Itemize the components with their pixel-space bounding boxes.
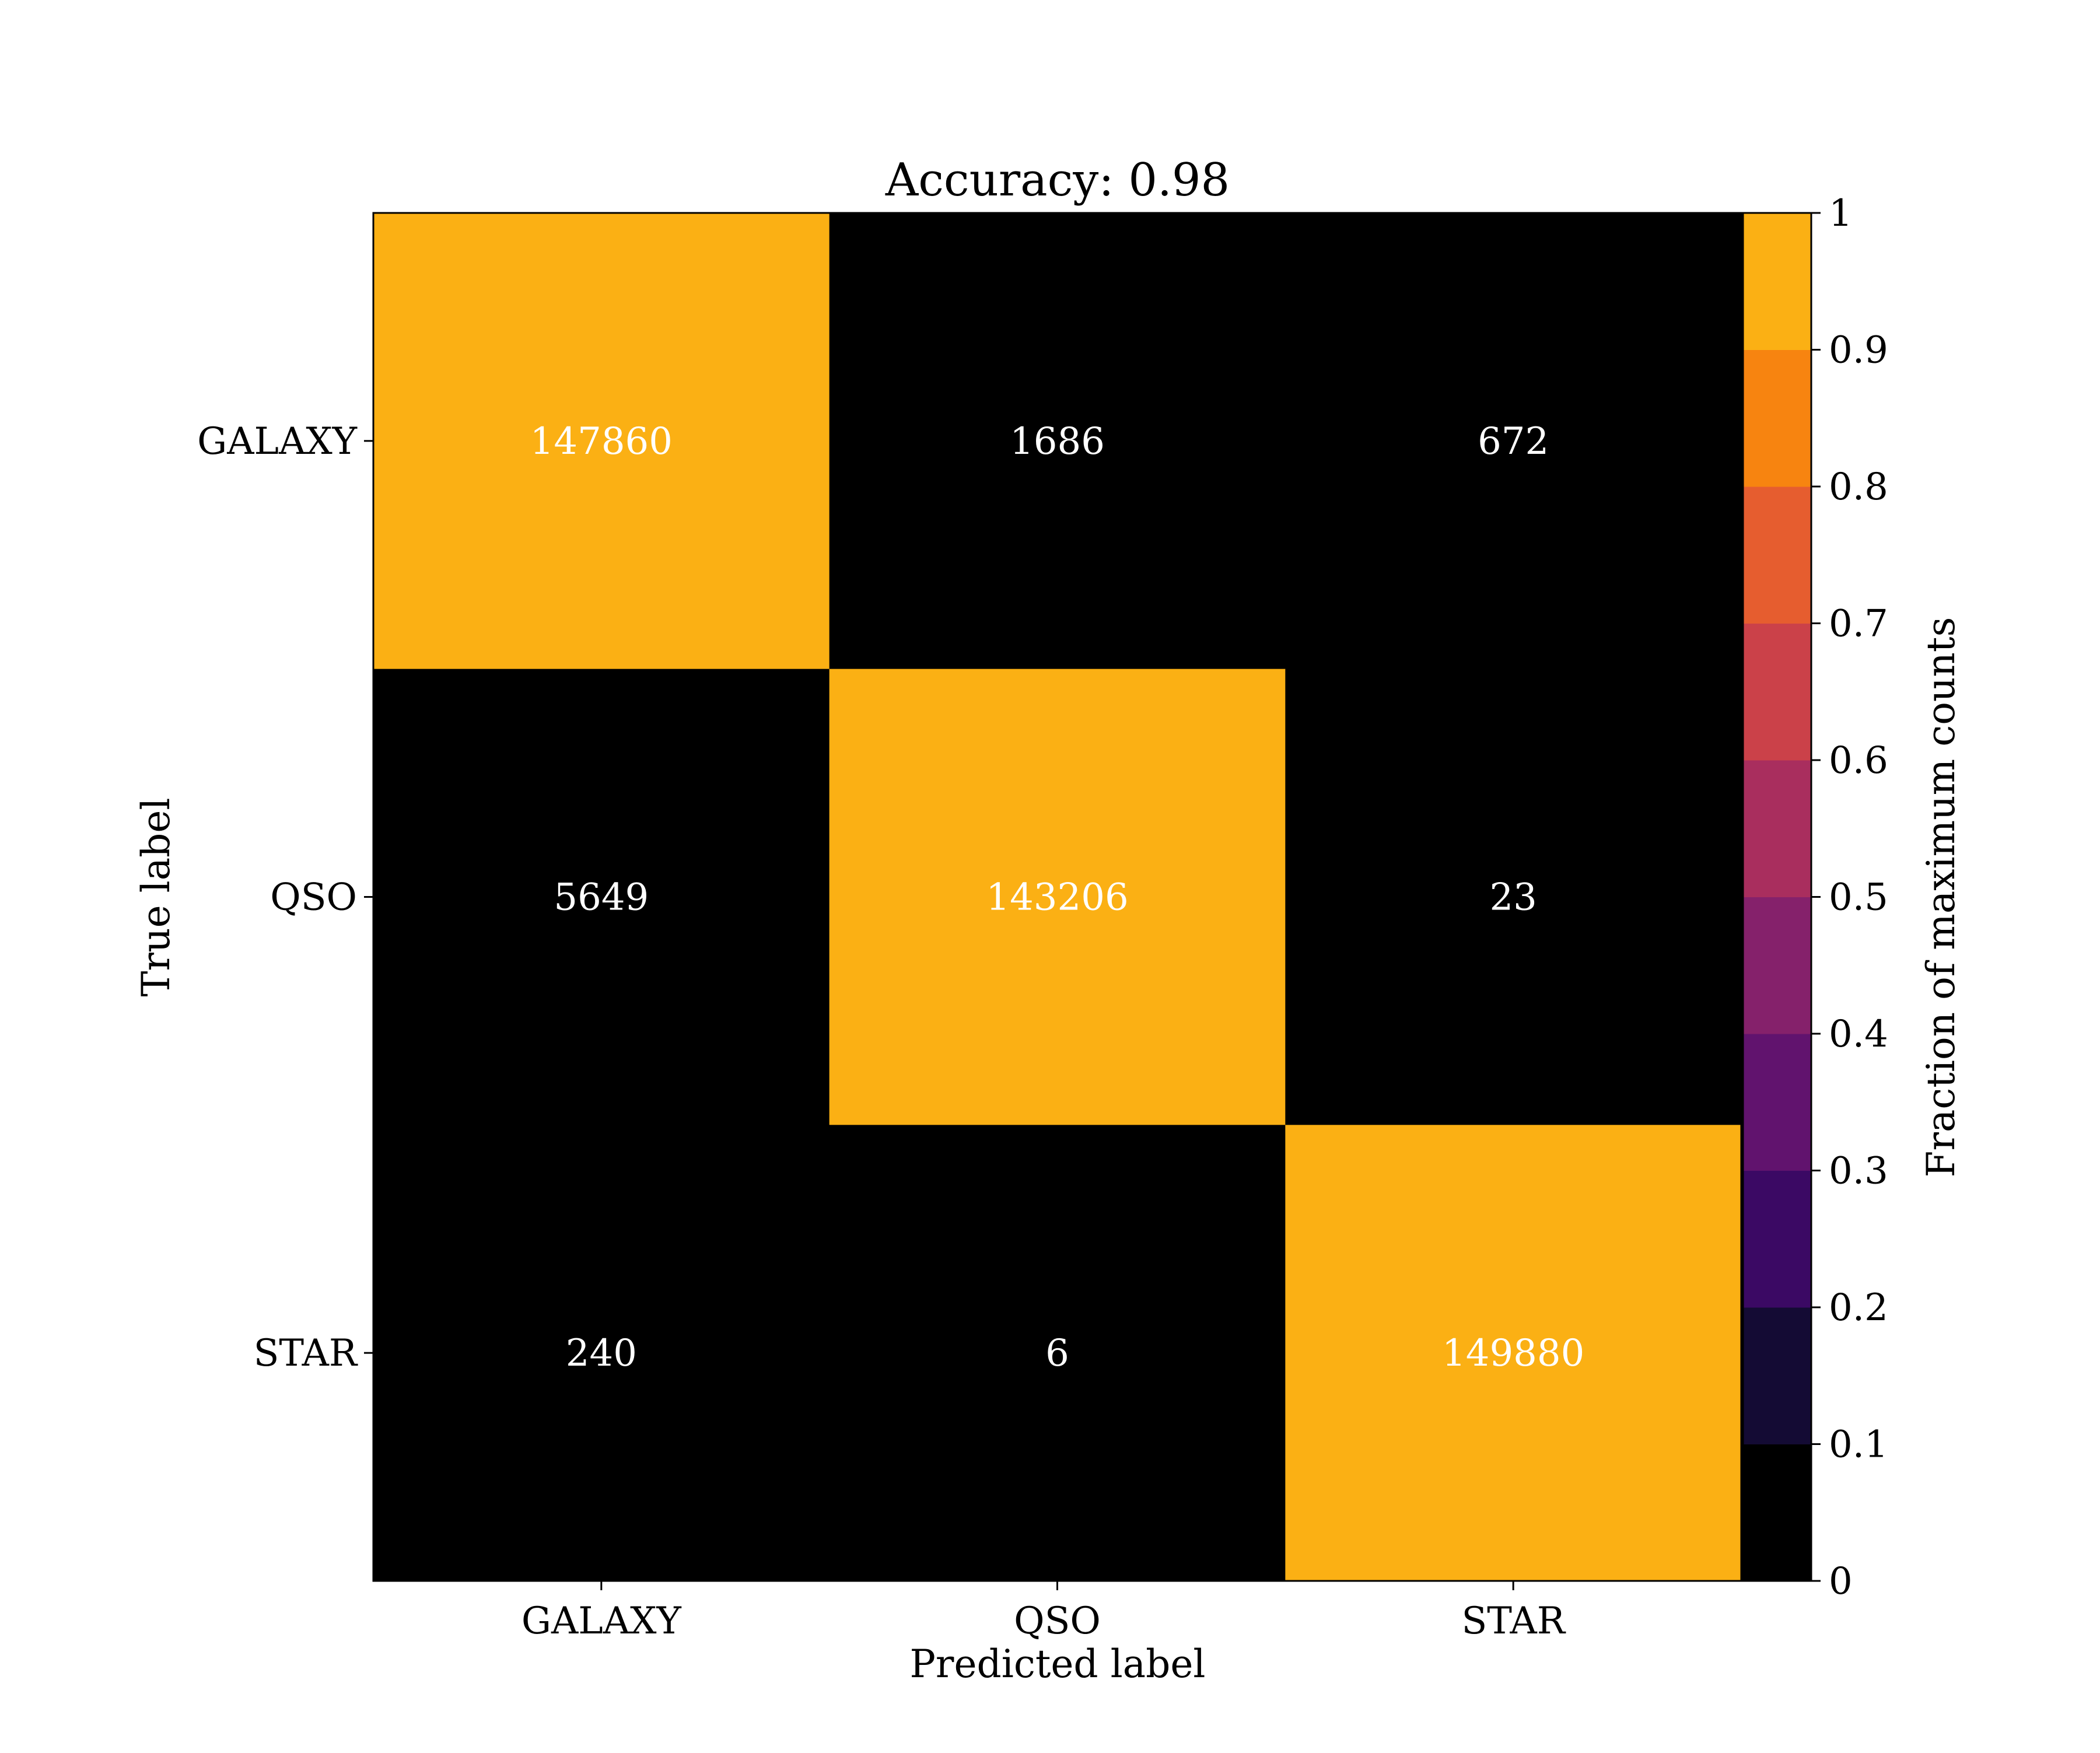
colorbar: 0 0.1 0.2 0.3 0.4 0.5 0.6 0.7 0.8 0.9 1 — [1742, 192, 1888, 1603]
colorbar-tick-label-3: 0.3 — [1829, 1150, 1888, 1193]
heatmap-cells — [373, 213, 1742, 1581]
cell-value-label-0-0: 147860 — [530, 420, 673, 463]
cell-value-labels: 147860 1686 672 5649 143206 23 240 6 149880 — [530, 420, 1585, 1375]
colorbar-tick-label-4: 0.4 — [1829, 1013, 1888, 1056]
colorbar-band-5 — [1743, 760, 1811, 897]
colorbar-tick-label-2: 0.2 — [1829, 1286, 1888, 1329]
y-tick-label-star: STAR — [254, 1332, 358, 1375]
colorbar-band-2 — [1743, 1170, 1811, 1308]
colorbar-band-4 — [1743, 897, 1811, 1034]
cell-galaxy-star — [1285, 213, 1742, 670]
cell-star-qso — [829, 1125, 1286, 1581]
colorbar-tick-label-0: 0 — [1829, 1560, 1853, 1603]
colorbar-tick-label-7: 0.7 — [1829, 603, 1888, 646]
cell-galaxy-galaxy — [373, 213, 830, 670]
colorbar-band-3 — [1743, 1034, 1811, 1171]
y-tick-label-qso: QSO — [270, 876, 357, 919]
colorbar-tick-label-5: 0.5 — [1829, 876, 1888, 919]
chart-title: Accuracy: 0.98 — [885, 154, 1230, 207]
colorbar-tick-label-6: 0.6 — [1829, 739, 1888, 782]
cell-star-star — [1285, 1125, 1742, 1581]
y-tick-label-galaxy: GALAXY — [197, 420, 358, 463]
cell-value-label-1-0: 5649 — [554, 876, 649, 919]
x-axis-label: Predicted label — [909, 1642, 1205, 1686]
colorbar-tick-label-10: 1 — [1829, 192, 1853, 235]
colorbar-tick-label-9: 0.9 — [1829, 329, 1888, 372]
cell-galaxy-qso — [829, 213, 1286, 670]
cell-qso-qso — [829, 669, 1286, 1125]
cell-value-label-0-1: 1686 — [1010, 420, 1105, 463]
colorbar-label: Fraction of maximum counts — [1919, 617, 1964, 1178]
cell-value-label-2-0: 240 — [566, 1332, 637, 1375]
x-tick-label-galaxy: GALAXY — [522, 1600, 682, 1643]
x-tick-label-star: STAR — [1461, 1600, 1566, 1643]
cell-qso-galaxy — [373, 669, 830, 1125]
cell-star-galaxy — [373, 1125, 830, 1581]
cell-value-label-1-1: 143206 — [986, 876, 1128, 919]
colorbar-tick-label-1: 0.1 — [1829, 1423, 1888, 1467]
colorbar-band-0 — [1743, 1444, 1811, 1581]
colorbar-band-7 — [1743, 487, 1811, 624]
colorbar-band-8 — [1743, 349, 1811, 487]
cell-value-label-2-2: 149880 — [1442, 1332, 1584, 1375]
cell-value-label-1-2: 23 — [1489, 876, 1536, 919]
colorbar-band-1 — [1743, 1307, 1811, 1444]
colorbar-band-9 — [1743, 213, 1811, 350]
colorbar-band-6 — [1743, 623, 1811, 761]
cell-value-label-2-1: 6 — [1045, 1332, 1069, 1375]
x-tick-label-qso: QSO — [1014, 1600, 1101, 1643]
cell-qso-star — [1285, 669, 1742, 1125]
cell-value-label-0-2: 672 — [1478, 420, 1549, 463]
axes-ticks: GALAXY QSO STAR GALAXY QSO STAR — [197, 212, 1742, 1643]
colorbar-tick-label-8: 0.8 — [1829, 466, 1888, 509]
y-axis-label: True label — [134, 798, 178, 997]
